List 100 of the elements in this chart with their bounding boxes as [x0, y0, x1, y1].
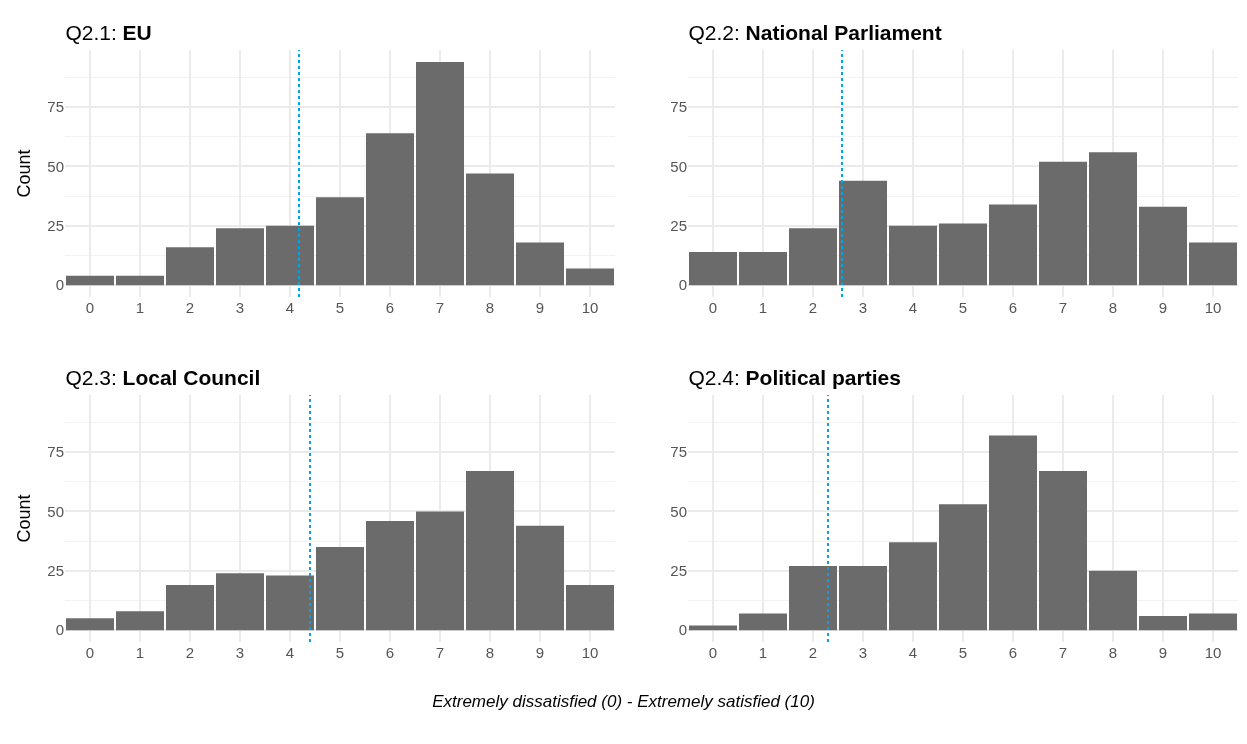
- bar: [689, 625, 737, 631]
- x-tick-label: 6: [1008, 299, 1018, 316]
- x-tick-label: 9: [535, 644, 545, 661]
- bar: [66, 618, 114, 631]
- x-tick-label: 8: [1108, 299, 1118, 316]
- x-tick-label: 5: [335, 299, 345, 316]
- x-tick-label: 3: [235, 299, 245, 316]
- bar: [789, 566, 837, 631]
- chart-title: Q2.1: EU: [65, 20, 152, 44]
- x-tick-label: 2: [808, 299, 818, 316]
- y-tick-label: 25: [47, 562, 64, 579]
- bar: [466, 471, 514, 631]
- chart-title: Q2.3: Local Council: [65, 365, 261, 389]
- y-tick-label: 50: [47, 157, 64, 175]
- x-tick-label: 4: [285, 644, 295, 661]
- chart-title: Q2.2: National Parliament: [688, 20, 942, 44]
- x-tick-label: 6: [385, 644, 395, 661]
- x-tick-label: 1: [758, 644, 768, 661]
- x-tick-label: 5: [958, 299, 968, 316]
- bar: [839, 566, 887, 631]
- bar: [116, 275, 164, 286]
- x-tick-label: 7: [1058, 299, 1068, 316]
- bar: [889, 225, 937, 286]
- x-tick-label: 7: [1058, 644, 1068, 661]
- x-tick-label: 1: [758, 299, 768, 316]
- bar: [566, 585, 614, 631]
- bar: [166, 585, 214, 631]
- bar: [939, 504, 987, 631]
- bar: [889, 542, 937, 631]
- bar: [1089, 570, 1137, 631]
- y-tick-label: 25: [670, 217, 687, 234]
- y-tick-label: 50: [670, 502, 687, 520]
- bar: [416, 511, 464, 631]
- x-tick-label: 4: [285, 299, 295, 316]
- bar: [689, 251, 737, 286]
- x-tick-label: 4: [908, 644, 918, 661]
- x-tick-label: 7: [435, 299, 445, 316]
- bar: [1039, 161, 1087, 286]
- x-tick-label: 5: [958, 644, 968, 661]
- y-tick-label: 50: [670, 157, 687, 175]
- x-tick-label: 6: [1008, 644, 1018, 661]
- x-tick-label: 10: [581, 299, 599, 316]
- bar: [1189, 242, 1237, 286]
- x-tick-label: 0: [85, 299, 95, 316]
- y-tick-label: 0: [55, 621, 64, 639]
- bar: [739, 613, 787, 631]
- x-tick-label: 6: [385, 299, 395, 316]
- x-axis-title: Extremely dissatisfied (0) - Extremely satisfied (10): [431, 692, 816, 712]
- x-tick-label: 3: [858, 299, 868, 316]
- y-tick-label: 0: [678, 276, 687, 294]
- bar: [366, 133, 414, 286]
- x-tick-label: 10: [581, 644, 599, 661]
- x-tick-label: 8: [485, 644, 495, 661]
- x-tick-label: 2: [185, 299, 195, 316]
- x-tick-label: 2: [185, 644, 195, 661]
- bar: [416, 61, 464, 286]
- y-axis-title: Count: [13, 149, 34, 198]
- bar: [739, 251, 787, 286]
- bar: [1039, 471, 1087, 631]
- y-tick-label: 75: [47, 443, 64, 461]
- x-tick-label: 0: [85, 644, 95, 661]
- y-tick-label: 75: [670, 98, 687, 116]
- x-tick-label: 9: [1158, 644, 1168, 661]
- x-tick-label: 3: [858, 644, 868, 661]
- bar: [1139, 206, 1187, 286]
- x-tick-label: 4: [908, 299, 918, 316]
- bar: [216, 228, 264, 286]
- bar: [566, 268, 614, 286]
- bar: [989, 435, 1037, 631]
- x-tick-label: 3: [235, 644, 245, 661]
- x-tick-label: 1: [135, 299, 145, 316]
- x-tick-label: 8: [485, 299, 495, 316]
- chart-title: Q2.4: Political parties: [688, 365, 901, 389]
- y-tick-label: 0: [678, 621, 687, 639]
- y-tick-label: 75: [670, 443, 687, 461]
- bar: [1139, 615, 1187, 631]
- bar: [466, 173, 514, 286]
- bar: [316, 197, 364, 286]
- bar: [266, 575, 314, 631]
- bar: [989, 204, 1037, 286]
- bar: [216, 573, 264, 631]
- bar: [1089, 152, 1137, 286]
- bar: [839, 180, 887, 286]
- x-tick-label: 2: [808, 644, 818, 661]
- bar: [939, 223, 987, 286]
- y-tick-label: 25: [47, 217, 64, 234]
- x-tick-label: 10: [1204, 644, 1222, 661]
- bar: [316, 547, 364, 631]
- x-tick-label: 9: [535, 299, 545, 316]
- y-tick-label: 25: [670, 562, 687, 579]
- x-tick-label: 0: [708, 644, 718, 661]
- x-tick-label: 7: [435, 644, 445, 661]
- bar: [366, 520, 414, 631]
- bar: [66, 275, 114, 286]
- y-tick-label: 75: [47, 98, 64, 116]
- x-tick-label: 8: [1108, 644, 1118, 661]
- y-axis-title: Count: [13, 494, 34, 543]
- bar: [166, 247, 214, 286]
- bar: [1189, 613, 1237, 631]
- x-tick-label: 5: [335, 644, 345, 661]
